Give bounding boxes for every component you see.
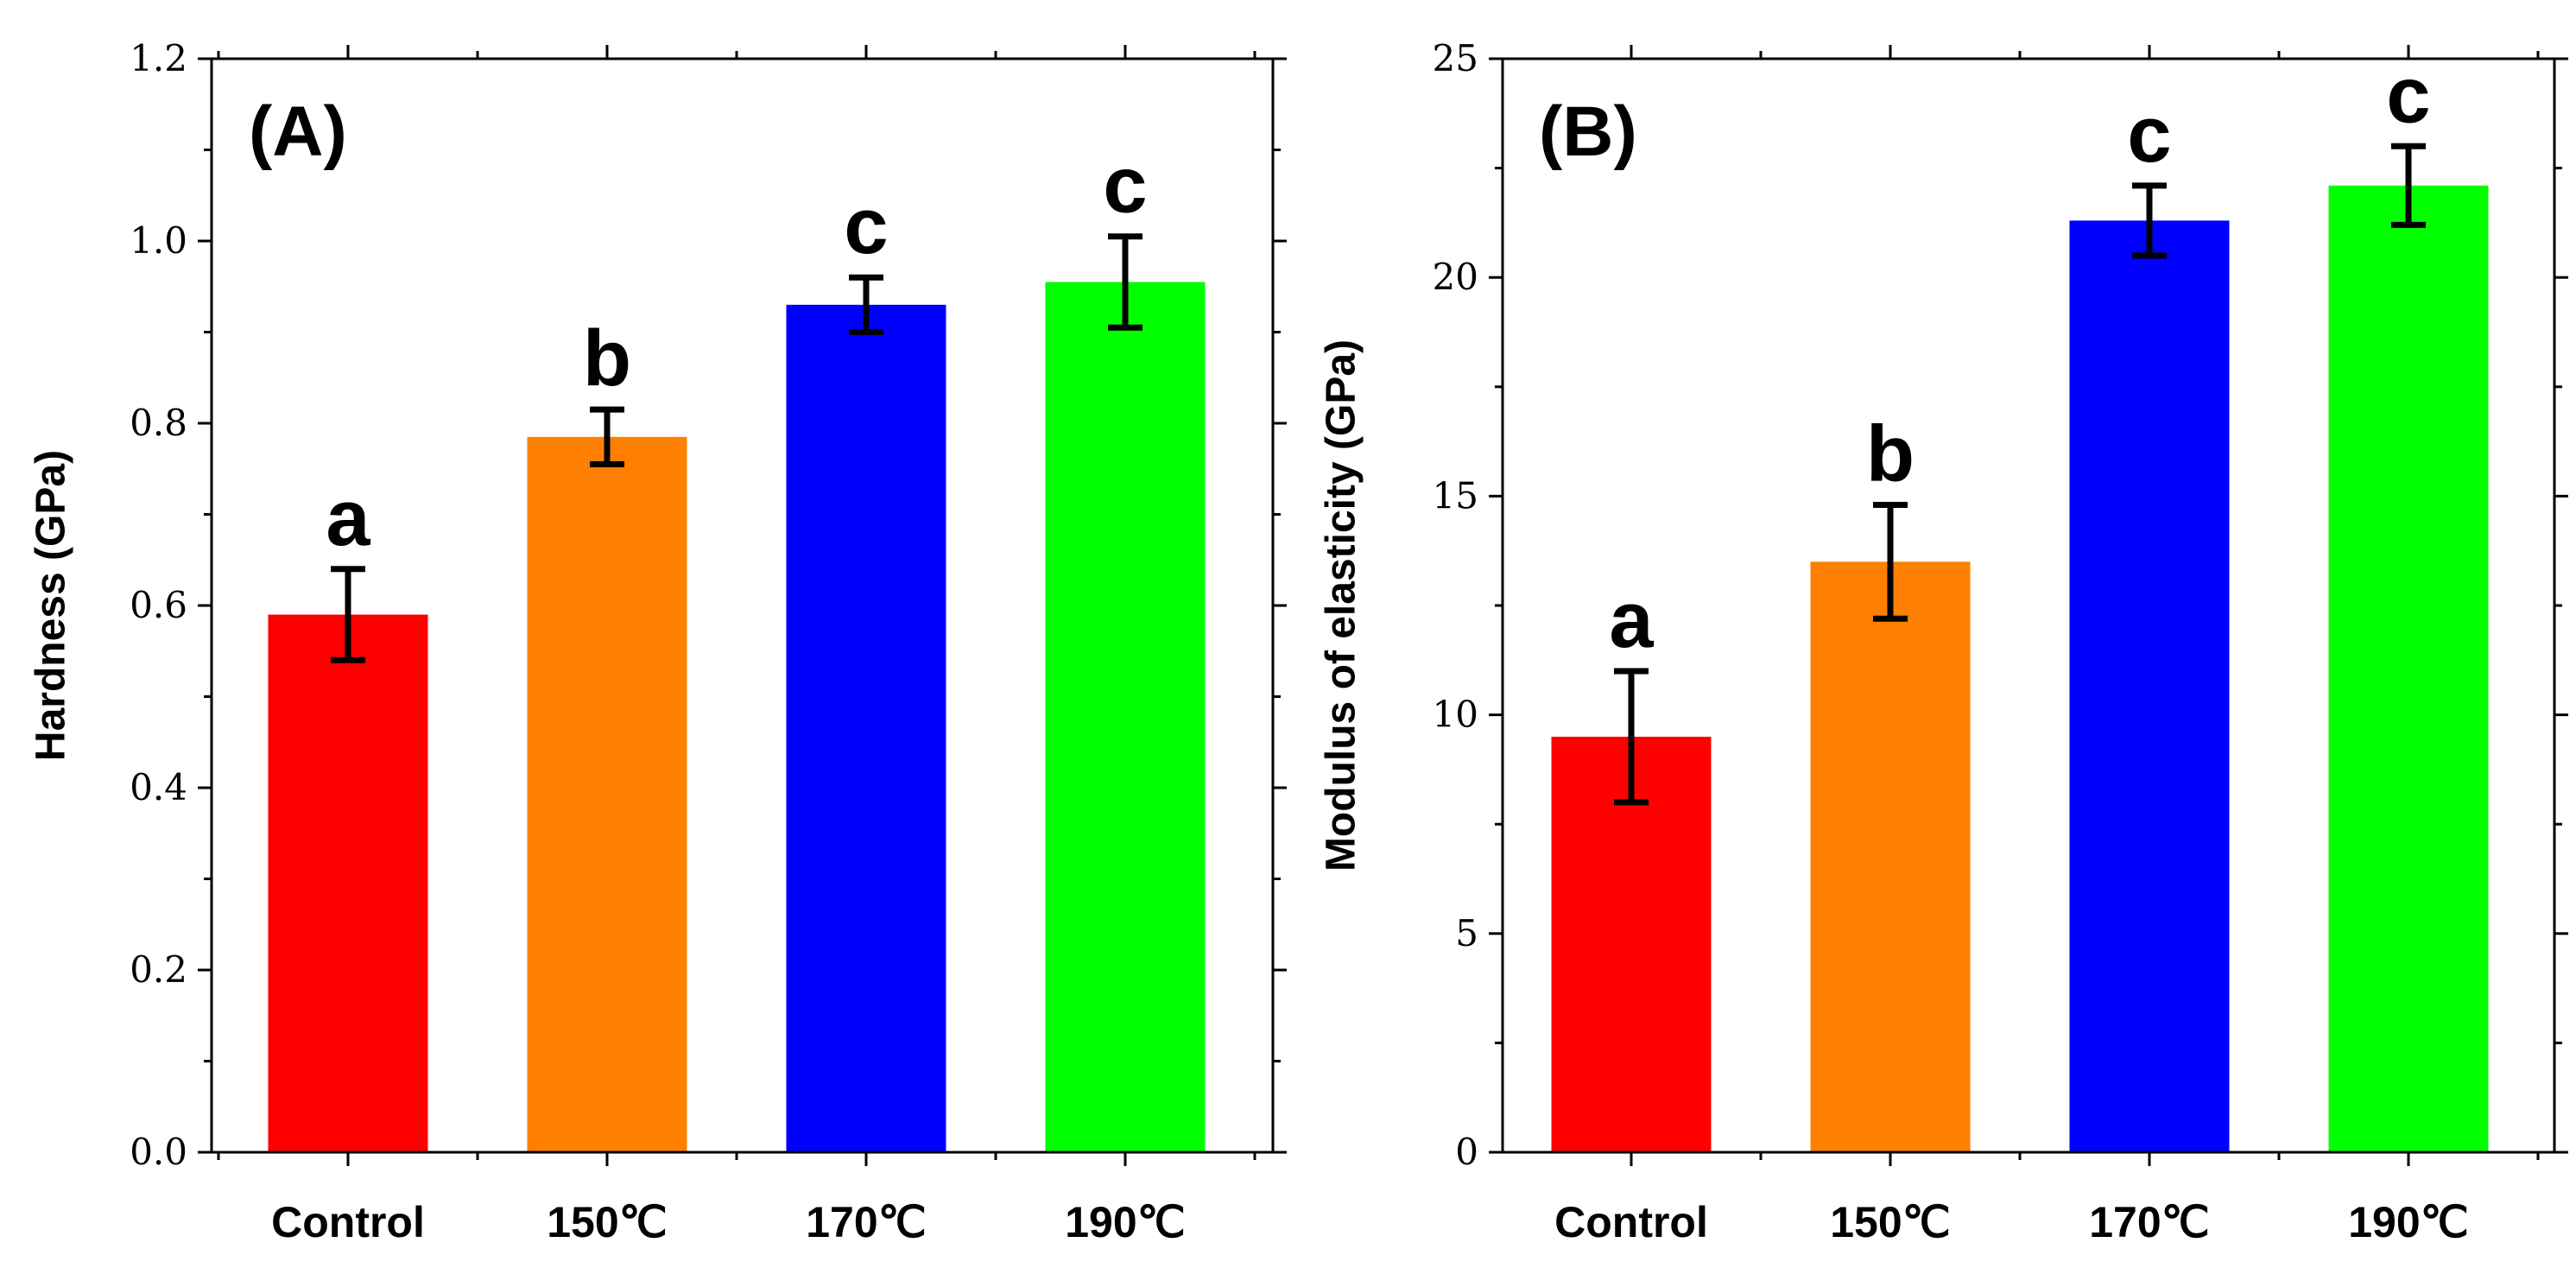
significance-label-2: b — [1866, 410, 1915, 498]
significance-label-4: c — [2386, 51, 2430, 139]
bar-1 — [268, 614, 428, 1152]
y-axis-title: Modulus of elasticity (GPa) — [1319, 339, 1364, 872]
y-tick-label: 1.2 — [130, 37, 187, 79]
y-tick-label: 0.2 — [130, 948, 187, 991]
significance-label-1: a — [1609, 576, 1654, 664]
error-bar-1 — [1614, 668, 1649, 806]
x-tick-label-4: 190℃ — [1065, 1198, 1186, 1246]
significance-label-3: c — [844, 182, 888, 270]
y-tick-label: 0.0 — [130, 1131, 187, 1173]
y-tick-label: 15 — [1433, 474, 1478, 517]
bar-1 — [1551, 736, 1712, 1152]
y-tick-label: 5 — [1455, 912, 1478, 954]
significance-label-3: c — [2127, 91, 2171, 179]
y-axis-title: Hardness (GPa) — [28, 450, 74, 761]
y-tick-label: 0.6 — [130, 584, 187, 626]
x-tick-label-1: Control — [271, 1198, 425, 1246]
chart-panel-a: a b c c 0.0 0.2 0.4 0.6 0.8 1.0 1.2 Control 150℃ 170℃… — [28, 37, 1287, 1246]
x-tick-label-3: 170℃ — [2089, 1198, 2210, 1246]
x-tick-label-1: Control — [1554, 1198, 1708, 1246]
error-bar-1 — [331, 566, 365, 663]
y-tick-label: 1.0 — [130, 219, 187, 262]
y-tick-label: 10 — [1433, 694, 1478, 736]
error-bar-4 — [1108, 233, 1142, 331]
y-tick-label: 20 — [1433, 256, 1478, 298]
bar-2 — [527, 436, 687, 1152]
panel-label: (B) — [1539, 92, 1637, 171]
significance-label-2: b — [583, 314, 631, 403]
y-tick-label: 25 — [1433, 37, 1478, 79]
bar-3 — [2069, 220, 2230, 1152]
y-tick-label: 0.8 — [130, 402, 187, 444]
significance-label-4: c — [1103, 142, 1147, 230]
panel-label: (A) — [249, 92, 347, 171]
y-tick-label: 0 — [1455, 1131, 1478, 1173]
error-bar-3 — [2132, 182, 2167, 259]
bar-2 — [1810, 561, 1971, 1152]
y-tick-label: 0.4 — [130, 766, 187, 808]
x-tick-label-4: 190℃ — [2348, 1198, 2469, 1246]
bar-4 — [1045, 282, 1206, 1153]
chart-panel-b: a b c c 0 5 10 15 20 25 Control 150℃ 170℃ 190℃ Modulus… — [1319, 37, 2568, 1246]
error-bar-2 — [590, 406, 624, 467]
x-tick-label-2: 150℃ — [1830, 1198, 1951, 1246]
x-tick-label-3: 170℃ — [806, 1198, 927, 1246]
bar-3 — [786, 304, 946, 1153]
significance-label-1: a — [326, 474, 370, 562]
bar-4 — [2328, 185, 2489, 1153]
x-tick-label-2: 150℃ — [547, 1198, 668, 1246]
error-bar-2 — [1873, 502, 1908, 622]
error-bar-4 — [2391, 143, 2426, 228]
error-bar-3 — [849, 274, 883, 335]
